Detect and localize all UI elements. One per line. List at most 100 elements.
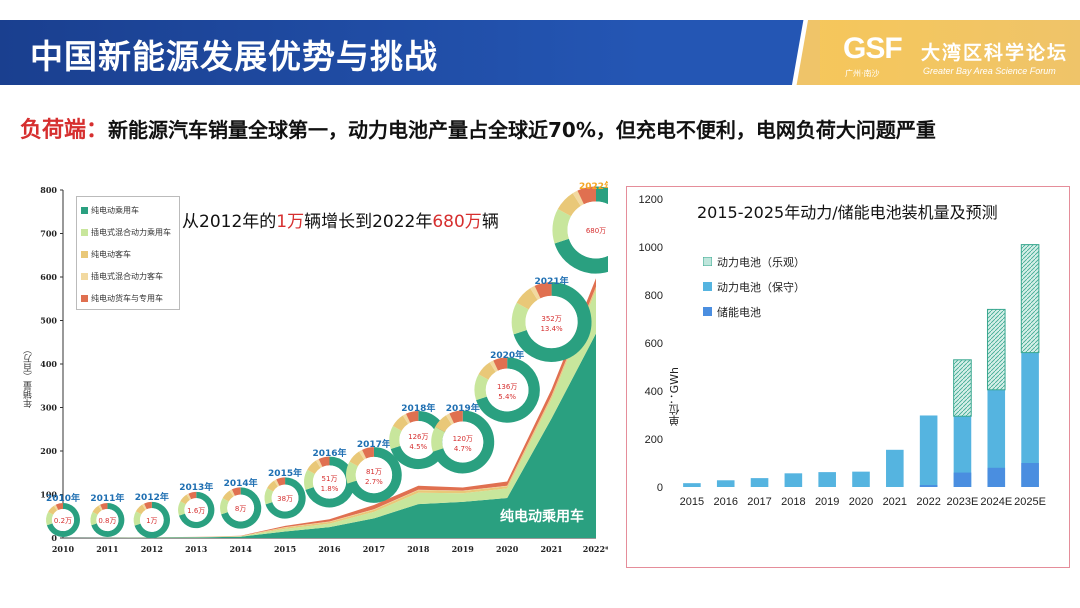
y-tick-label: 400 bbox=[645, 386, 663, 398]
x-tick-label: 2015 bbox=[680, 496, 704, 508]
donut-year-label: 2021年 bbox=[535, 275, 569, 287]
donut-segment bbox=[513, 282, 592, 362]
y-tick-label: 500 bbox=[40, 316, 57, 326]
donut-segment bbox=[274, 479, 280, 487]
x-tick-label: 2021 bbox=[883, 496, 907, 508]
legend-item: 插电式混合动力客车 bbox=[81, 271, 163, 282]
donut-segment bbox=[577, 186, 597, 205]
y-tick-label: 400 bbox=[40, 359, 57, 369]
donut-segment bbox=[90, 511, 98, 526]
area-label: 纯电动乘用车 bbox=[500, 509, 584, 525]
donut-segment bbox=[46, 503, 80, 537]
subtitle: 负荷端：新能源汽车销量全球第一，动力电池产量占全球近70%，但充电不便利，电网负… bbox=[20, 112, 936, 144]
y-tick-label: 0 bbox=[657, 482, 663, 494]
bar-power-conservative bbox=[818, 472, 836, 487]
y-tick-label: 100 bbox=[40, 490, 57, 500]
bar-power-optimistic bbox=[986, 308, 1006, 391]
donut-segment bbox=[392, 415, 409, 432]
forum-logo: GSF 广州·南沙 大湾区科学论坛 Greater Bay Area Scien… bbox=[843, 26, 1073, 84]
bar-power-conservative bbox=[886, 449, 904, 487]
sales-donut: 680万 2022年 bbox=[552, 180, 608, 274]
donut-segment bbox=[318, 456, 330, 468]
donut-segment bbox=[349, 451, 365, 467]
donut-center-pct: 4.5% bbox=[409, 443, 427, 451]
x-tick-label: 2016 bbox=[318, 544, 341, 554]
logo-cn-name: 大湾区科学论坛 bbox=[921, 42, 1069, 64]
donut-segment bbox=[432, 410, 495, 474]
sales-donut: 81万 2.7% 2017年 bbox=[346, 438, 402, 503]
donut-segment bbox=[220, 498, 230, 515]
donut-center-value: 0.2万 bbox=[54, 517, 72, 525]
donut-hole bbox=[271, 484, 299, 512]
donut-segment bbox=[362, 447, 375, 459]
legend-item: 纯电动货车与专用车 bbox=[81, 293, 163, 304]
donut-segment bbox=[135, 504, 146, 515]
donut-year-label: 2022年 bbox=[579, 180, 608, 192]
x-tick-label: 2013 bbox=[185, 544, 208, 554]
donut-segment bbox=[489, 360, 499, 373]
legend-item: 动力电池（乐观） bbox=[703, 249, 805, 274]
donut-hole bbox=[312, 465, 347, 499]
donut-segment bbox=[476, 357, 540, 423]
donut-year-label: 2015年 bbox=[268, 467, 302, 479]
bar-storage bbox=[987, 467, 1006, 487]
sales-donut: 1.6万 2013年 bbox=[178, 481, 215, 529]
y-tick-label: 300 bbox=[40, 403, 57, 413]
donut-year-label: 2018年 bbox=[401, 402, 435, 414]
bar-power-conservative bbox=[987, 389, 1006, 487]
battery-chart-title: 2015-2025年动力/储能电池装机量及预测 bbox=[697, 203, 998, 222]
donut-hole bbox=[227, 494, 255, 522]
donut-segment bbox=[100, 503, 108, 511]
donut-center-pct: 1.8% bbox=[321, 485, 339, 493]
donut-segment bbox=[134, 501, 170, 539]
ev-chart-ylabel: 年销量（百万） bbox=[24, 345, 34, 408]
bar-power-conservative bbox=[750, 478, 769, 487]
y-tick-label: 600 bbox=[40, 272, 57, 282]
x-tick-label: 2017 bbox=[363, 544, 385, 554]
x-tick-label: 2019 bbox=[815, 496, 839, 508]
sales-donut: 136万 5.4% 2020年 bbox=[474, 349, 540, 423]
logo-en-name: Greater Bay Area Science Forum bbox=[923, 66, 1056, 76]
y-tick-label: 600 bbox=[645, 338, 663, 350]
x-tick-label: 2024E bbox=[980, 496, 1012, 508]
donut-segment bbox=[55, 503, 64, 511]
bar-power-optimistic bbox=[1020, 244, 1040, 354]
donut-year-label: 2010年 bbox=[46, 492, 80, 504]
x-tick-label: 2017 bbox=[747, 496, 771, 508]
donut-center-value: 680万 bbox=[586, 227, 606, 235]
donut-segment bbox=[91, 503, 125, 537]
bar-storage bbox=[1021, 463, 1039, 487]
donut-center-pct: 4.7% bbox=[454, 445, 472, 453]
donut-hole bbox=[485, 368, 529, 412]
donut-year-label: 2011年 bbox=[90, 492, 124, 504]
legend-item: 动力电池（保守） bbox=[703, 274, 805, 299]
ev-sales-chart: 0 100 200 300 400 500 600 700 800 2010 2011 2012 201… bbox=[40, 180, 608, 554]
donut-segment bbox=[511, 302, 529, 335]
sales-donut: 51万 1.8% 2016年 bbox=[304, 447, 355, 508]
donut-segment bbox=[530, 285, 541, 301]
donut-segment bbox=[180, 494, 191, 505]
donut-year-label: 2017年 bbox=[357, 438, 391, 450]
battery-chart: 0 200 400 600 800 1000 1200 2015 2016 2017 2018 201… bbox=[639, 194, 1046, 508]
donut-segment bbox=[557, 193, 582, 217]
donut-center-value: 51万 bbox=[322, 475, 338, 483]
bar-power-optimistic bbox=[953, 359, 972, 417]
y-tick-label: 800 bbox=[40, 185, 57, 195]
battery-chart-panel: 2015-2025年动力/储能电池装机量及预测 单位：GWh 动力电池（乐观） … bbox=[626, 186, 1070, 568]
donut-segment bbox=[46, 511, 54, 526]
donut-segment bbox=[346, 461, 359, 484]
x-tick-label: 2020 bbox=[849, 496, 873, 508]
donut-year-label: 2020年 bbox=[490, 349, 524, 361]
donut-segment bbox=[435, 415, 453, 433]
bar-storage bbox=[919, 485, 938, 487]
donut-center-value: 1万 bbox=[146, 517, 157, 525]
x-tick-label: 2014 bbox=[230, 544, 253, 554]
donut-segment bbox=[402, 413, 411, 425]
donut-segment bbox=[572, 190, 584, 207]
sales-donut: 352万 13.4% 2021年 bbox=[511, 275, 592, 362]
header-bar bbox=[0, 20, 1080, 85]
donut-segment bbox=[474, 374, 489, 401]
bar-power-conservative bbox=[1021, 352, 1039, 487]
legend-item: 插电式混合动力乘用车 bbox=[81, 227, 171, 238]
y-tick-label: 700 bbox=[40, 229, 57, 239]
